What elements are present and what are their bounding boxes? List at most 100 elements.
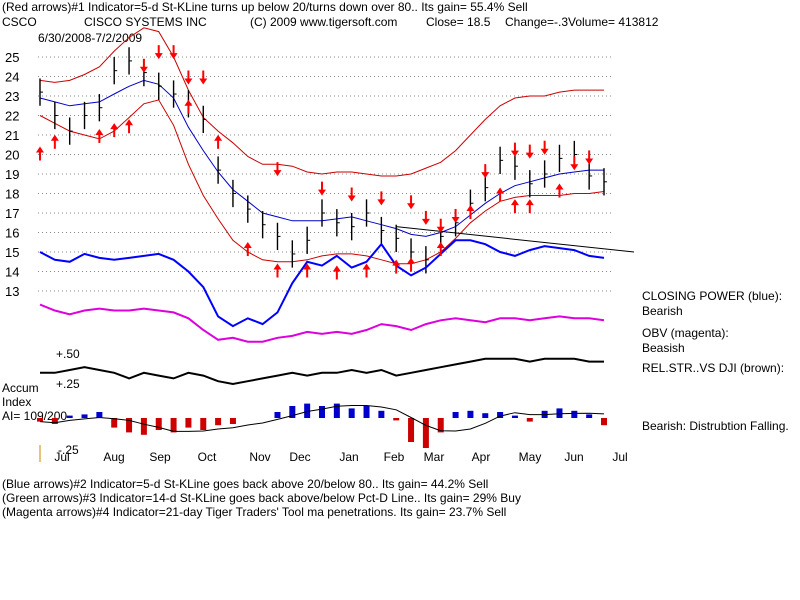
- sell-arrow-head: [407, 203, 416, 210]
- buy-arrow-head: [243, 242, 252, 249]
- sell-arrow-head: [199, 78, 208, 85]
- accum-lower-scale: -.25: [58, 443, 79, 457]
- sell-arrow-head: [184, 78, 193, 85]
- buy-arrow-head: [125, 119, 134, 126]
- accum-upper-scale: +.25: [56, 377, 80, 391]
- y-axis-ticks: 25 24 23 22 21 20 19 18 17 16 15 14 13: [5, 50, 19, 299]
- obv-status: Beasish: [642, 341, 685, 355]
- month-label: Feb: [384, 450, 405, 464]
- month-label: Aug: [103, 450, 124, 464]
- date-range: 6/30/2008-7/2/2009: [38, 31, 143, 45]
- relative-strength-line: [40, 357, 604, 386]
- month-label: Mar: [424, 450, 445, 464]
- y-tick-label: 18: [5, 187, 19, 202]
- bollinger-bands: [39, 27, 605, 265]
- sell-arrow-head: [377, 199, 386, 206]
- month-label: Apr: [472, 450, 491, 464]
- relstr-path: [40, 357, 604, 386]
- y-tick-label: 14: [5, 265, 19, 280]
- y-tick-label: 22: [5, 109, 19, 124]
- y-tick-label: 16: [5, 226, 19, 241]
- closing-power-label: CLOSING POWER (blue):: [642, 289, 783, 303]
- lower-band: [39, 99, 605, 265]
- sell-arrow-head: [570, 164, 579, 171]
- obv-label: OBV (magenta):: [642, 326, 729, 340]
- accum-ma-line: [39, 405, 605, 432]
- buy-arrow-head: [332, 265, 341, 272]
- buy-arrow-head: [50, 134, 59, 141]
- sell-arrow-head: [154, 53, 163, 60]
- y-tick-label: 19: [5, 167, 19, 182]
- sell-arrow-head: [436, 226, 445, 233]
- closing-power-status: Bearish: [642, 304, 683, 318]
- month-label: Jun: [564, 450, 583, 464]
- company-name: CISCO SYSTEMS INC: [84, 15, 207, 29]
- buy-arrow-head: [214, 134, 223, 141]
- x-axis-months: Jul Aug Sep Oct Nov Dec Jan Feb Mar Apr May Jun Jul: [54, 450, 627, 464]
- sell-arrow-head: [139, 66, 148, 73]
- buy-arrow-head: [303, 263, 312, 270]
- y-tick-label: 23: [5, 89, 19, 104]
- y-tick-label: 21: [5, 128, 19, 143]
- month-label: Jul: [612, 450, 627, 464]
- indicator-1-description: (Red arrows)#1 Indicator=5-d St-KLine tu…: [2, 0, 528, 14]
- indicator-3-description: (Green arrows)#3 Indicator=14-d St-KLine…: [2, 491, 521, 505]
- obv-path: [39, 303, 605, 343]
- month-label: Jul: [54, 450, 69, 464]
- buy-arrow-head: [525, 199, 534, 206]
- y-tick-label: 17: [5, 206, 19, 221]
- buy-arrow-head: [36, 146, 44, 153]
- volume-value: Volume= 413812: [568, 15, 659, 29]
- buy-arrow-head: [110, 123, 119, 130]
- signal-arrows: [36, 45, 594, 280]
- month-label: Nov: [249, 450, 270, 464]
- sell-arrow-head: [347, 195, 356, 202]
- month-label: Jan: [339, 450, 358, 464]
- obv-line: [39, 303, 605, 343]
- month-label: May: [519, 450, 542, 464]
- buy-arrow-head: [407, 257, 416, 264]
- ticker-symbol: CSCO: [2, 15, 37, 29]
- index-label: Index: [2, 395, 32, 409]
- buy-arrow-head: [436, 242, 445, 249]
- sell-arrow-head: [540, 148, 549, 155]
- change-value: Change=-.3: [505, 15, 569, 29]
- buy-arrow-head: [362, 263, 371, 270]
- sell-arrow-head: [169, 53, 178, 60]
- accumulation-index: [37, 403, 607, 448]
- buy-arrow-head: [466, 205, 475, 211]
- sell-arrow-head: [510, 150, 519, 157]
- sell-arrow-head: [525, 152, 534, 159]
- close-value: Close= 18.5: [426, 15, 491, 29]
- sell-arrow-head: [273, 170, 282, 177]
- buy-arrow-head: [496, 187, 505, 194]
- closing-power-line: [39, 239, 605, 328]
- relstr-scale: +.50: [56, 347, 80, 361]
- buy-arrow-head: [273, 263, 282, 270]
- trendline: [396, 226, 635, 253]
- y-tick-label: 15: [5, 245, 19, 260]
- month-label: Oct: [198, 450, 217, 464]
- sell-arrow-head: [421, 218, 430, 225]
- indicator-4-description: (Magenta arrows)#4 Indicator=21-day Tige…: [2, 505, 507, 519]
- relstr-label: REL.STR..VS DJI (brown):: [642, 361, 785, 375]
- trendline-segment: [396, 226, 635, 253]
- accum-label: Accum: [2, 381, 39, 395]
- y-tick-label: 20: [5, 148, 19, 163]
- buy-arrow-head: [392, 259, 401, 266]
- month-label: Sep: [149, 450, 171, 464]
- buy-arrow-head: [184, 99, 193, 106]
- closing-power-path: [39, 239, 605, 328]
- copyright-source: (C) 2009 www.tigersoft.com: [250, 15, 398, 29]
- price-bars: [39, 47, 607, 274]
- sell-arrow-head: [481, 172, 490, 179]
- y-tick-label: 25: [5, 50, 19, 65]
- sell-arrow-head: [451, 216, 460, 223]
- indicator-2-description: (Blue arrows)#2 Indicator=5-d St-KLine g…: [2, 477, 489, 491]
- buy-arrow-head: [95, 128, 104, 135]
- sell-arrow-head: [585, 158, 594, 165]
- grid: [38, 56, 612, 462]
- sell-arrow-head: [318, 189, 326, 196]
- ai-value: AI= 109/200: [2, 409, 68, 423]
